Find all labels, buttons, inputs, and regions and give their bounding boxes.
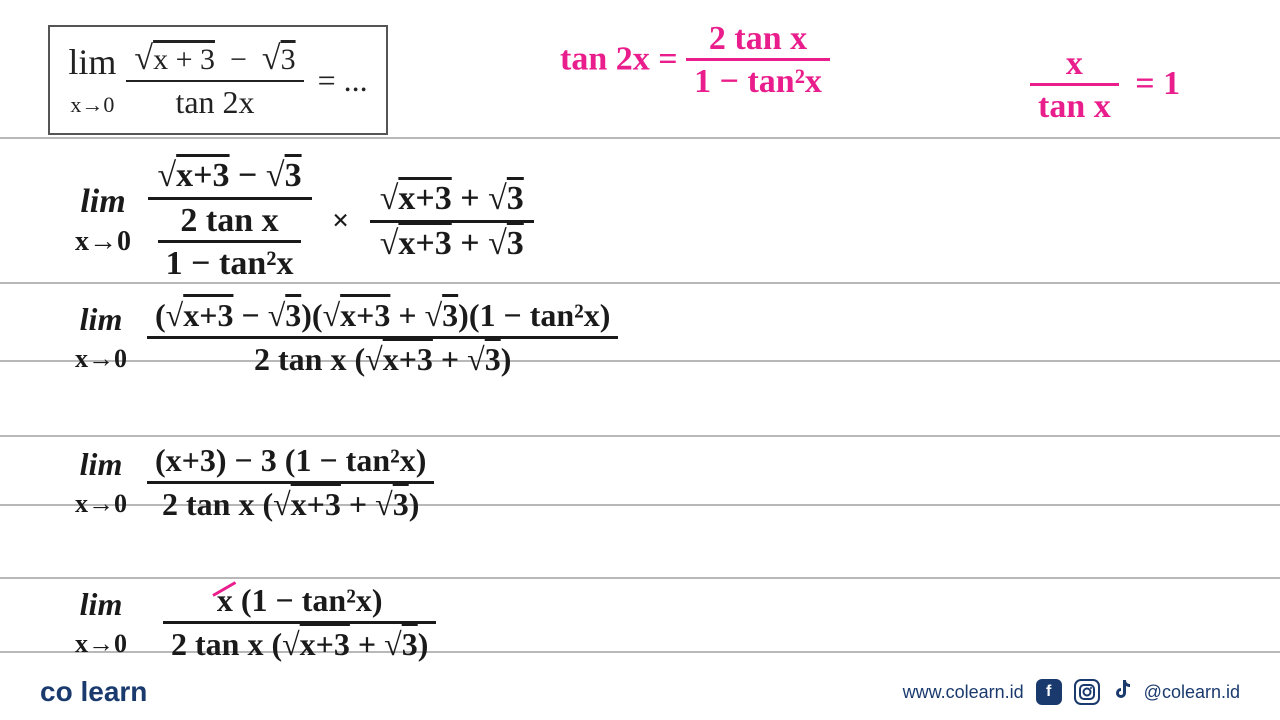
- logo-right: learn: [80, 676, 147, 707]
- line3-num: (x+3) − 3 (1 − tan²x): [147, 440, 434, 484]
- instagram-icon: [1074, 679, 1100, 705]
- ratio-den: tan x: [1030, 86, 1119, 128]
- ruled-line: [0, 137, 1280, 139]
- work-line-2: lim x→0 (√x+3 − √3)(√x+3 + √3)(1 − tan²x…: [75, 295, 618, 380]
- facebook-icon: f: [1036, 679, 1062, 705]
- tiktok-icon: [1112, 678, 1132, 706]
- equals-dots: = ...: [318, 62, 368, 99]
- ratio-note: x tan x = 1: [1030, 45, 1180, 128]
- limit-notation: lim x→0: [68, 41, 116, 120]
- identity-den: 1 − tan²x: [686, 61, 830, 103]
- inner-num: 2 tan x: [158, 202, 302, 243]
- ruled-line: [0, 435, 1280, 437]
- lim-text: lim: [80, 446, 123, 482]
- work-line-1: lim x→0 √x+3 − √3 2 tan x 1 − tan²x × √x…: [75, 155, 534, 287]
- identity-left: tan 2x =: [560, 40, 678, 77]
- lim-approach: x→0: [75, 629, 127, 658]
- lim-approach: x→0: [75, 489, 127, 518]
- footer-url: www.colearn.id: [903, 682, 1024, 703]
- lim-approach: x→0: [70, 92, 114, 117]
- work-line-3: lim x→0 (x+3) − 3 (1 − tan²x) 2 tan x (√…: [75, 440, 434, 525]
- lim-approach: x→0: [75, 344, 127, 373]
- work-line-4: lim x→0 x (1 − tan²x) 2 tan x (√x+3 + √3…: [75, 580, 436, 665]
- lim-text: lim: [80, 183, 125, 220]
- footer-handle: @colearn.id: [1144, 682, 1240, 703]
- ratio-num: x: [1030, 45, 1119, 86]
- logo-left: co: [40, 676, 73, 707]
- ruled-line: [0, 577, 1280, 579]
- identity-num: 2 tan x: [686, 20, 830, 61]
- ratio-equals: = 1: [1135, 65, 1180, 102]
- lim-text: lim: [68, 42, 116, 82]
- lim-approach: x→0: [75, 226, 131, 257]
- footer-right: www.colearn.id f @colearn.id: [903, 678, 1240, 706]
- brand-logo: co learn: [40, 676, 147, 708]
- lim-text: lim: [80, 586, 123, 622]
- multiply-icon: ×: [332, 204, 349, 237]
- problem-fraction: √x + 3 − √3 tan 2x: [126, 38, 303, 123]
- identity-note: tan 2x = 2 tan x 1 − tan²x: [560, 20, 830, 103]
- footer: co learn www.colearn.id f @colearn.id: [40, 676, 1240, 708]
- problem-box: lim x→0 √x + 3 − √3 tan 2x = ...: [48, 25, 388, 135]
- problem-denominator: tan 2x: [126, 82, 303, 123]
- inner-den: 1 − tan²x: [158, 243, 302, 285]
- lim-text: lim: [80, 301, 123, 337]
